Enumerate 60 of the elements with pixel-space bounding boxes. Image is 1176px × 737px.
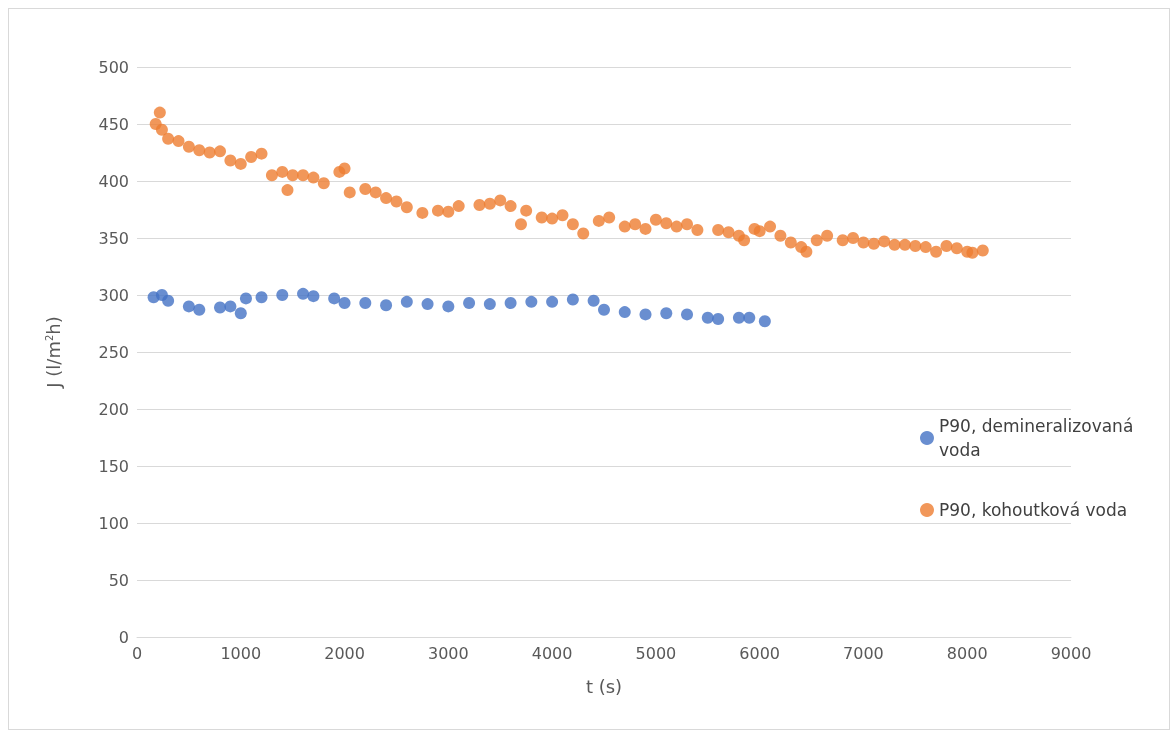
point: [224, 300, 237, 313]
y-tick-label: 150: [98, 456, 129, 476]
y-tick-label: 200: [98, 399, 129, 419]
y-tick-label: 250: [98, 342, 129, 362]
legend-label: P90, kohoutková voda: [939, 500, 1128, 520]
y-tick-label: 100: [98, 513, 129, 533]
point: [587, 294, 600, 307]
point: [618, 306, 631, 319]
x-axis-title: t (s): [585, 675, 623, 697]
x-tick-label: 5000: [635, 643, 677, 663]
x-tick-label: 9000: [1050, 643, 1092, 663]
legend-label: P90, demineralizovaná voda: [939, 416, 1139, 460]
y-tick-label: 500: [98, 57, 129, 77]
point: [193, 303, 206, 316]
point: [743, 311, 756, 324]
point: [732, 311, 745, 324]
point: [359, 296, 372, 309]
point: [701, 311, 714, 324]
point: [276, 289, 289, 301]
point: [712, 312, 725, 325]
point: [234, 307, 247, 320]
point: [546, 295, 559, 308]
point: [483, 298, 496, 311]
x-tick-label: 7000: [843, 643, 884, 663]
x-tick-label: 8000: [946, 643, 988, 663]
point: [421, 298, 434, 311]
y-tick-label: 50: [108, 570, 129, 590]
x-tick-label: 6000: [739, 643, 781, 663]
y-tick-label: 450: [98, 114, 129, 134]
x-tick-label: 0: [131, 643, 143, 663]
point: [182, 300, 195, 313]
point: [758, 315, 771, 328]
y-axis-title: J (l/m2h): [42, 316, 64, 389]
point: [307, 290, 320, 303]
point: [380, 299, 393, 312]
x-tick-label: 3000: [427, 643, 469, 663]
y-tick-label: 350: [98, 228, 129, 248]
point: [566, 293, 579, 306]
point: [442, 300, 455, 313]
point: [681, 308, 694, 321]
point: [400, 295, 413, 308]
point: [328, 292, 341, 305]
point: [338, 296, 351, 309]
x-tick-label: 1000: [220, 643, 262, 663]
point: [639, 308, 652, 321]
point: [598, 303, 610, 316]
y-tick-label: 0: [118, 627, 129, 647]
point: [504, 296, 517, 309]
point: [297, 287, 310, 300]
point: [525, 295, 538, 308]
point: [255, 291, 268, 304]
point: [239, 292, 252, 305]
point: [660, 307, 673, 320]
point: [214, 301, 227, 314]
y-tick-label: 400: [98, 171, 129, 191]
x-tick-label: 4000: [531, 643, 573, 663]
point: [162, 294, 175, 307]
y-tick-label: 300: [98, 285, 129, 305]
point: [463, 296, 476, 309]
x-tick-label: 2000: [324, 643, 365, 663]
